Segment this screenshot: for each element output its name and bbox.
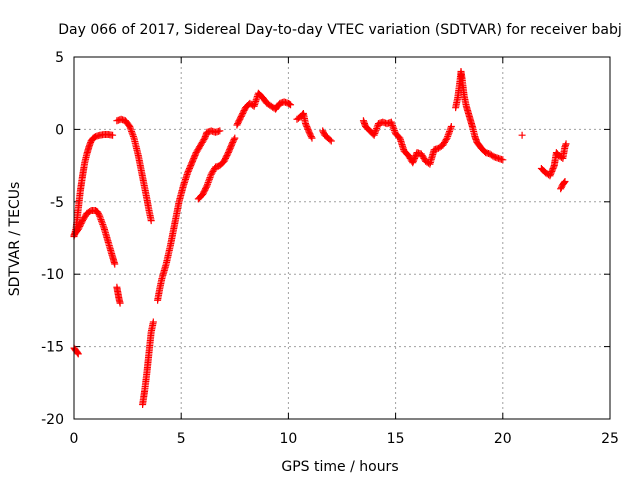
data-point [230,136,238,144]
y-tick-label: -5 [50,195,64,211]
data-point [387,118,395,126]
data-point [129,131,137,139]
data-point [205,175,213,183]
data-point [207,172,215,180]
data-point [447,124,455,132]
x-tick-label: 25 [601,431,619,447]
data-point [126,124,134,132]
data-point [109,131,117,139]
data-point [128,127,136,135]
data-point [99,222,107,230]
data-point [389,121,397,129]
data-point [390,125,398,133]
data-point [116,299,124,307]
data-point [372,126,380,134]
x-tick-label: 5 [177,431,186,447]
data-point [206,174,214,182]
data-point [96,212,104,220]
data-point [205,177,213,185]
data-point [388,120,396,128]
data-point [499,156,507,164]
y-tick-label: -15 [41,340,64,356]
x-tick-label: 15 [387,431,405,447]
data-point [371,130,379,138]
data-point [216,127,224,135]
data-point [444,132,452,140]
data-point [550,163,558,171]
data-point [562,140,570,148]
data-point [147,217,155,225]
data-point [74,349,82,357]
data-point [129,132,137,140]
data-point [518,131,526,139]
chart-title: Day 066 of 2017, Sidereal Day-to-day VTE… [58,22,621,38]
data-point [74,350,82,358]
data-point [285,100,293,108]
tick-labels: 0 5 10 15 20 25 -20 -15 -10 -5 0 5 [41,50,619,447]
x-axis-label: GPS time / hours [281,459,398,475]
x-tick-label: 0 [70,431,79,447]
data-point [447,123,455,131]
data-point [231,134,239,142]
data-point [370,131,378,139]
data-point [373,123,381,131]
data-point [373,125,381,133]
data-point [149,318,157,326]
data-point [445,129,453,137]
data-point [99,221,107,229]
data-point [442,136,450,144]
x-tick-label: 20 [494,431,512,447]
data-point [96,214,104,222]
data-point [443,134,451,142]
data-point [111,260,119,268]
data-point [561,178,569,186]
data-point [327,137,335,145]
data-points [70,67,570,409]
data-point [307,133,315,141]
data-point [97,216,105,224]
data-point [560,178,568,186]
data-point [287,101,295,109]
grid [74,57,610,419]
data-point [390,126,398,134]
data-point [204,180,212,188]
data-point [308,134,316,142]
data-point [95,211,103,219]
data-point [389,123,397,131]
data-point [98,217,106,225]
data-point [446,127,454,135]
y-tick-label: 5 [55,50,64,66]
data-point [204,179,212,187]
data-point [326,136,334,144]
data-point [126,123,134,131]
data-point [444,131,452,139]
data-point [203,182,211,190]
data-point [446,126,454,134]
data-point [202,183,210,191]
data-point [371,128,379,136]
y-tick-label: -10 [41,267,64,283]
plot-frame [73,56,611,420]
y-tick-label: -20 [41,412,64,428]
data-point [98,219,106,227]
y-axis-label: SDTVAR / TECUs [7,182,23,297]
data-point [128,129,136,137]
y-tick-label: 0 [55,122,64,138]
x-tick-label: 10 [279,431,297,447]
data-point [127,126,135,134]
